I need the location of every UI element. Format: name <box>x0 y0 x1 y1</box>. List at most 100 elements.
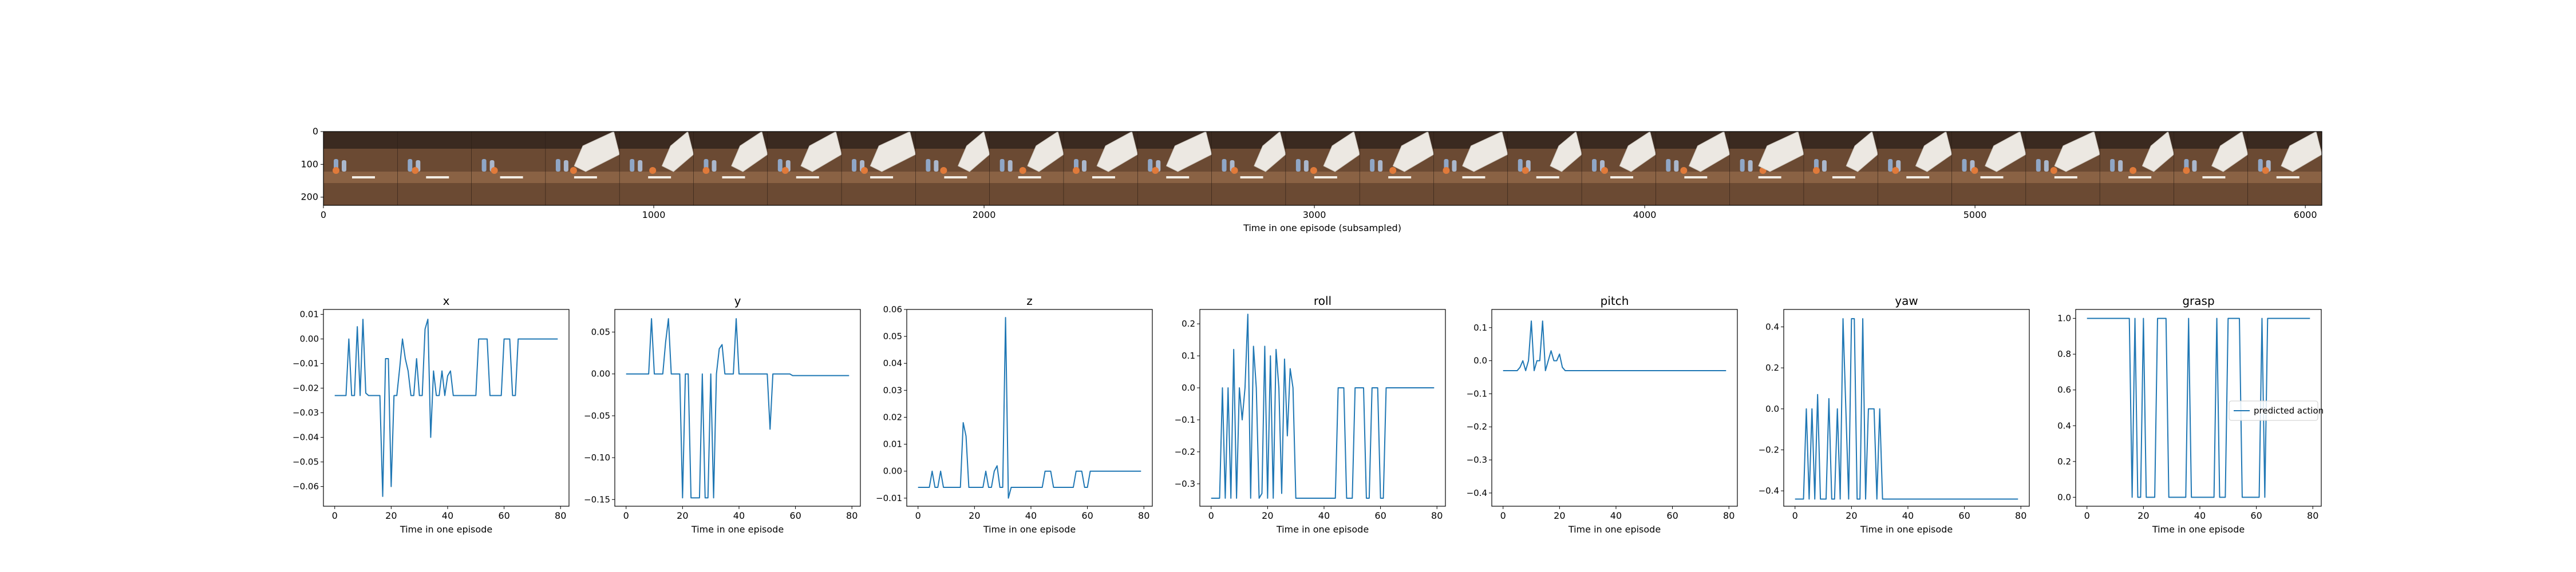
x-tick-label: 40 <box>1025 510 1037 521</box>
y-tick-label: 0.06 <box>883 304 902 315</box>
series-line <box>2087 317 2310 498</box>
x-axis-label: Time in one episode <box>1860 524 1953 535</box>
x-tick-label: 60 <box>1666 510 1678 521</box>
y-tick-label: −0.1 <box>1467 388 1487 399</box>
y-tick-label: −0.2 <box>1759 444 1779 455</box>
y-tick-label: 0.03 <box>883 385 902 395</box>
y-tick-label: −0.1 <box>1175 415 1195 425</box>
image-strip-frame-border <box>323 131 2322 206</box>
y-tick-label: −0.05 <box>293 457 319 467</box>
y-tick-label: 0.01 <box>300 309 319 320</box>
series-line <box>918 317 1141 499</box>
x-tick-label: 60 <box>789 510 801 521</box>
episode-frame <box>323 132 398 205</box>
series-line <box>1503 320 1726 371</box>
episode-frame <box>767 132 842 205</box>
episode-frame <box>2174 132 2249 205</box>
x-tick-label: 1000 <box>642 209 666 220</box>
panel-z: z 0 20 40 60 80 0.06 0.05 0.04 0.03 0.02 0.01 0.00 −0… <box>876 294 1153 535</box>
x-tick-label: 60 <box>2250 510 2262 521</box>
episode-frame <box>1656 132 1730 205</box>
y-tick-label: 0.00 <box>883 466 902 476</box>
episode-frame <box>1803 132 1878 205</box>
panel-title: z <box>1026 294 1033 308</box>
y-tick-label: 0.1 <box>1182 351 1195 361</box>
y-tick-label: −0.01 <box>876 493 902 503</box>
x-tick-label: 40 <box>733 510 745 521</box>
episode-frame <box>1507 132 1582 205</box>
x-tick-label: 80 <box>1723 510 1735 521</box>
x-tick-label: 0 <box>1792 510 1798 521</box>
x-tick-label: 40 <box>1318 510 1330 521</box>
panel-title: x <box>443 294 450 308</box>
plot-frame <box>614 309 861 507</box>
x-tick-label: 60 <box>1374 510 1386 521</box>
episode-frame <box>915 132 990 205</box>
x-tick-label: 40 <box>442 510 453 521</box>
x-tick-label: 80 <box>555 510 566 521</box>
y-tick-label: −0.2 <box>1175 447 1195 457</box>
episode-frame <box>2025 132 2100 205</box>
y-tick-label: 0.0 <box>1765 404 1779 414</box>
x-tick-label: 20 <box>677 510 688 521</box>
episode-frame <box>1063 132 1138 205</box>
plot-frame <box>1199 309 1446 507</box>
y-tick-label: 0.0 <box>1473 356 1487 366</box>
x-tick-label: 5000 <box>1963 209 1987 220</box>
y-tick-label: −0.01 <box>293 359 319 369</box>
episode-frame <box>989 132 1064 205</box>
plot-frame <box>906 309 1153 507</box>
x-tick-label: 0 <box>2084 510 2090 521</box>
y-tick-label: 0.05 <box>883 331 902 341</box>
episode-frame <box>397 132 472 205</box>
y-tick-label: 0.2 <box>1182 319 1195 329</box>
y-tick-label: 0.00 <box>300 334 319 344</box>
y-tick-label: 1.0 <box>2057 313 2071 324</box>
episode-frame <box>1729 132 1804 205</box>
y-tick-label: −0.03 <box>293 408 319 418</box>
x-axis-label: Time in one episode <box>983 524 1076 535</box>
x-tick-label: 20 <box>1846 510 1857 521</box>
x-tick-label: 20 <box>385 510 397 521</box>
image-strip-xlabel: Time in one episode (subsampled) <box>1243 223 1401 233</box>
x-axis-label: Time in one episode <box>1568 524 1661 535</box>
x-tick-label: 60 <box>498 510 509 521</box>
x-tick-label: 20 <box>969 510 980 521</box>
panel-grasp: grasp 0 20 40 60 80 1.0 0.8 0.6 0.4 0.2 0.0 Time in … <box>2057 294 2324 535</box>
x-tick-label: 80 <box>1138 510 1149 521</box>
y-tick-label: −0.06 <box>293 482 319 492</box>
y-tick-label: −0.3 <box>1175 479 1195 489</box>
x-axis-label: Time in one episode <box>2152 524 2245 535</box>
y-tick-label: −0.4 <box>1467 488 1487 498</box>
y-tick-label: 0.6 <box>2057 385 2071 395</box>
plot-frame <box>1783 309 2030 507</box>
x-tick-label: 40 <box>2194 510 2206 521</box>
x-tick-label: 0 <box>321 209 326 220</box>
y-tick-label: 0.02 <box>883 412 902 422</box>
legend-box <box>2229 400 2318 421</box>
panel-roll: roll 0 20 40 60 80 0.2 0.1 0.0 −0.1 −0.2 −0.3 Time i… <box>1175 294 1446 535</box>
x-tick-label: 20 <box>1554 510 1565 521</box>
x-tick-label: 6000 <box>2294 209 2317 220</box>
x-tick-label: 3000 <box>1303 209 1326 220</box>
y-tick-label: 0.01 <box>883 439 902 450</box>
action-panels: x0 20 40 60 800.010.00−0.01−0.02−0.03−0.04−0… <box>293 294 2324 535</box>
x-tick-label: 60 <box>1081 510 1093 521</box>
episode-frame <box>1359 132 1435 205</box>
y-tick-label: 100 <box>301 158 318 169</box>
y-tick-label: −0.15 <box>584 494 610 505</box>
x-tick-label: 80 <box>2015 510 2026 521</box>
panel-y: y 0 20 40 60 80 0.05 0.00 −0.05 −0.10 −0.15 Time in… <box>584 294 861 535</box>
plot-frame <box>1491 309 1738 507</box>
y-tick-label: 0.04 <box>883 358 902 368</box>
x-tick-label: 80 <box>846 510 858 521</box>
panel-title: y <box>734 294 741 308</box>
x-tick-label: 0 <box>915 510 921 521</box>
panel-yaw: yaw 0 20 40 60 80 0.4 0.2 0.0 −0.2 −0.4 Time in one… <box>1759 294 2030 535</box>
panel-pitch: pitch 0 20 40 60 80 0.1 0.0 −0.1 −0.2 −0.3 −0.4 Time… <box>1467 294 1738 535</box>
x-tick-label: 40 <box>1610 510 1622 521</box>
episode-frame <box>1877 132 1953 205</box>
y-tick-label: 0 <box>313 126 318 137</box>
x-tick-label: 0 <box>1208 510 1214 521</box>
